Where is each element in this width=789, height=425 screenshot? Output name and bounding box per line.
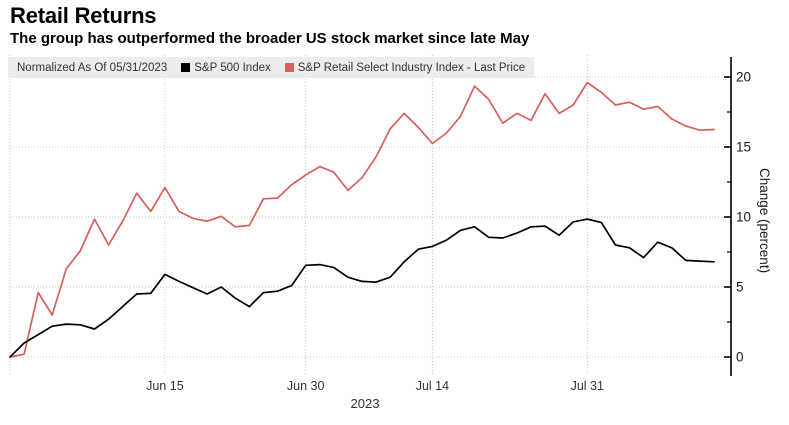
x-tick-label: Jun 15	[146, 379, 184, 393]
legend-note-label: Normalized As Of 05/31/2023	[17, 61, 168, 74]
x-axis-year-label: 2023	[350, 396, 380, 411]
x-tick-label: Jun 30	[287, 379, 325, 393]
y-axis-title: Change (percent)	[757, 167, 772, 274]
legend-retail-label: S&P Retail Select Industry Index - Last …	[297, 61, 526, 74]
y-tick-label: 20	[736, 70, 751, 85]
legend-note: Normalized As Of 05/31/2023	[17, 62, 167, 74]
y-tick-label: 15	[736, 140, 751, 155]
page-title: Retail Returns	[10, 3, 157, 28]
chart-legend: Normalized As Of 05/31/2023 S&P 500 Inde…	[8, 57, 535, 78]
y-tick-label: 10	[736, 210, 751, 225]
sp500-line	[9, 218, 715, 358]
legend-sp500-label: S&P 500 Index	[194, 61, 271, 74]
retail-swatch-icon	[284, 63, 294, 72]
legend-item-retail: S&P Retail Select Industry Index - Last …	[284, 61, 526, 74]
y-tick-label: 5	[736, 280, 744, 295]
chart-subtitle: The group has outperformed the broader U…	[10, 30, 530, 47]
sp500-swatch-icon	[181, 63, 191, 72]
legend-item-sp500: S&P 500 Index	[181, 62, 271, 74]
y-tick-label: 0	[736, 350, 744, 365]
x-tick-label: Jul 31	[571, 379, 604, 393]
retail-index-line	[9, 81, 715, 358]
x-tick-label: Jul 14	[416, 379, 449, 393]
